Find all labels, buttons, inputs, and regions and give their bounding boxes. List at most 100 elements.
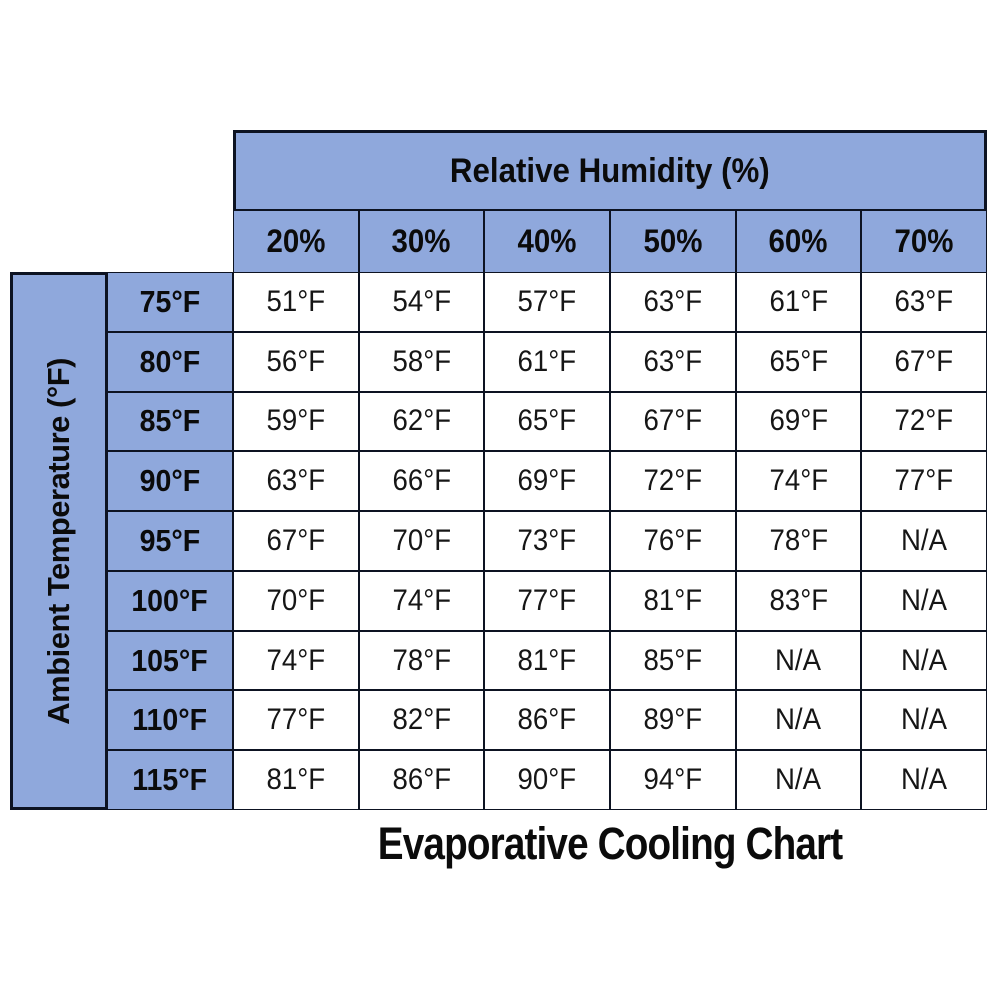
row-group-header: Ambient Temperature (°F): [10, 272, 108, 810]
data-cell-label: 62°F: [392, 404, 451, 438]
data-cell-label: 89°F: [643, 703, 703, 737]
data-cell: 59°F: [233, 391, 359, 452]
data-cell: 61°F: [735, 272, 862, 332]
data-cell-label: 78°F: [392, 643, 451, 677]
data-cell-label: 54°F: [392, 284, 451, 318]
data-cell: 63°F: [609, 331, 736, 392]
data-cell: 69°F: [735, 391, 862, 452]
data-cell: 82°F: [358, 690, 485, 751]
data-cell-label: 63°F: [643, 284, 703, 318]
column-header-cell: 40%: [484, 210, 610, 273]
data-cell-label: 81°F: [643, 583, 703, 617]
data-cell-label: 56°F: [266, 344, 326, 378]
data-cell-label: 69°F: [517, 464, 577, 498]
data-cell: 58°F: [358, 331, 485, 392]
data-cell-label: 77°F: [517, 583, 577, 617]
data-cell: 72°F: [861, 391, 987, 452]
data-cell-label: 81°F: [517, 643, 577, 677]
data-cell-label: 65°F: [769, 344, 828, 378]
column-header-cell: 60%: [735, 210, 862, 273]
data-cell: 65°F: [484, 391, 610, 452]
data-cell-label: 70°F: [266, 583, 326, 617]
data-cell: N/A: [861, 630, 987, 691]
data-cell: 77°F: [484, 570, 610, 631]
data-cell: 70°F: [233, 570, 359, 631]
data-cell-label: N/A: [901, 703, 948, 737]
row-header-cell-label: 80°F: [139, 343, 201, 379]
column-header-cell-label: 40%: [517, 223, 577, 259]
data-cell-label: 83°F: [769, 583, 828, 617]
row-header-cell: 115°F: [107, 750, 233, 810]
data-cell-label: 66°F: [392, 464, 451, 498]
chart-title: Evaporative Cooling Chart: [233, 818, 987, 870]
data-cell-label: 61°F: [517, 344, 577, 378]
data-cell-label: 78°F: [769, 523, 828, 557]
data-cell: 74°F: [233, 630, 359, 691]
row-header-cell-label: 90°F: [139, 463, 201, 499]
data-cell-label: 74°F: [769, 464, 828, 498]
data-cell: 57°F: [484, 272, 610, 332]
data-cell-label: 85°F: [643, 643, 703, 677]
row-header-cell: 80°F: [107, 331, 233, 392]
data-cell-label: N/A: [901, 523, 948, 557]
column-header-cell-label: 70%: [894, 223, 954, 259]
data-cell-label: 86°F: [517, 703, 577, 737]
data-cell: 74°F: [735, 451, 862, 512]
column-header-cell: 70%: [861, 210, 987, 273]
column-header-cell: 30%: [358, 210, 485, 273]
data-cell: 69°F: [484, 451, 610, 512]
data-cell-label: N/A: [901, 583, 948, 617]
data-cell: N/A: [861, 570, 987, 631]
data-cell-label: 72°F: [643, 464, 703, 498]
data-cell-label: 57°F: [517, 284, 577, 318]
data-cell-label: N/A: [901, 763, 948, 797]
data-cell: 86°F: [484, 690, 610, 751]
row-header-cell: 90°F: [107, 451, 233, 512]
row-header-cell: 75°F: [107, 272, 233, 332]
row-header-cell-label: 95°F: [139, 522, 201, 558]
data-cell: 81°F: [609, 570, 736, 631]
data-cell-label: 74°F: [266, 643, 326, 677]
column-header-row: 20% 30% 40% 50% 60% 70%: [233, 210, 987, 273]
data-cell: 63°F: [233, 451, 359, 512]
data-cell: N/A: [735, 750, 862, 810]
row-group-header-label: Ambient Temperature (°F): [41, 357, 76, 725]
data-cell: 90°F: [484, 750, 610, 810]
data-cell-label: 67°F: [266, 523, 326, 557]
data-cell-label: 59°F: [266, 404, 326, 438]
row-header-cell-label: 105°F: [131, 642, 209, 678]
data-cell: 67°F: [609, 391, 736, 452]
row-header-cell: 95°F: [107, 511, 233, 571]
row-header-cell: 105°F: [107, 630, 233, 691]
data-cell: N/A: [861, 511, 987, 571]
data-cell: 67°F: [861, 331, 987, 392]
data-cell: 73°F: [484, 511, 610, 571]
data-cell: N/A: [735, 690, 862, 751]
data-cell: 86°F: [358, 750, 485, 810]
column-header-cell-label: 20%: [266, 223, 326, 259]
row-header-cell: 85°F: [107, 391, 233, 452]
data-cell-label: 61°F: [769, 284, 828, 318]
data-cell-label: 90°F: [517, 763, 577, 797]
row-header-cell-label: 75°F: [139, 283, 201, 319]
data-cell-label: 63°F: [266, 464, 326, 498]
data-cell: 74°F: [358, 570, 485, 631]
row-header-cell: 100°F: [107, 570, 233, 631]
data-cell-label: 86°F: [392, 763, 451, 797]
data-cell: 94°F: [609, 750, 736, 810]
data-cell-label: 76°F: [643, 523, 703, 557]
data-cell-label: 77°F: [894, 464, 954, 498]
data-cell-label: N/A: [901, 643, 948, 677]
data-cell-label: 58°F: [392, 344, 451, 378]
chart-title-label: Evaporative Cooling Chart: [377, 818, 843, 869]
column-header-cell-label: 50%: [643, 223, 703, 259]
data-cell-label: 94°F: [643, 763, 703, 797]
data-cell-label: 82°F: [392, 703, 451, 737]
data-grid: 51°F 54°F 57°F 63°F 61°F 63°F 56°F 58°F 61°F 63°F…: [233, 272, 987, 810]
data-cell-label: 74°F: [392, 583, 451, 617]
data-cell: 67°F: [233, 511, 359, 571]
data-cell: N/A: [735, 630, 862, 691]
data-cell: 72°F: [609, 451, 736, 512]
data-cell: 85°F: [609, 630, 736, 691]
data-cell: 51°F: [233, 272, 359, 332]
